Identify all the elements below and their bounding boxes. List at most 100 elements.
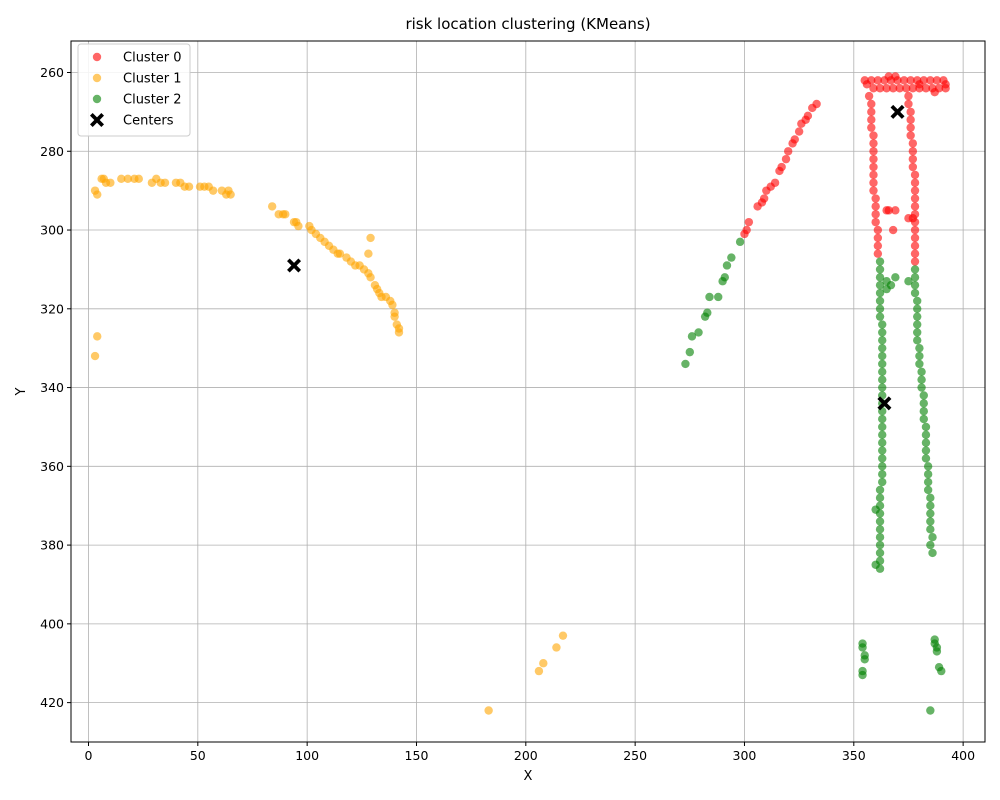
point-cluster-2 xyxy=(928,533,937,542)
point-cluster-2 xyxy=(921,430,931,440)
point-cluster-2 xyxy=(926,501,935,510)
point-cluster-2 xyxy=(875,273,885,282)
grid-lines xyxy=(71,41,985,742)
point-cluster-0 xyxy=(915,80,924,89)
point-cluster-2 xyxy=(878,438,887,447)
point-cluster-2 xyxy=(878,375,887,384)
y-tick-label: 260 xyxy=(40,65,64,80)
point-cluster-0 xyxy=(797,119,806,128)
point-cluster-2 xyxy=(913,296,922,306)
point-cluster-0 xyxy=(869,131,878,140)
point-cluster-2 xyxy=(930,635,939,644)
point-cluster-0 xyxy=(808,103,817,113)
point-cluster-0 xyxy=(908,84,918,93)
point-cluster-2 xyxy=(915,351,924,361)
point-cluster-0 xyxy=(867,115,876,124)
point-cluster-0 xyxy=(899,76,909,85)
point-cluster-0 xyxy=(871,202,880,211)
point-cluster-0 xyxy=(882,84,891,93)
point-cluster-2 xyxy=(875,485,885,495)
point-cluster-0 xyxy=(910,225,920,235)
legend-label: Cluster 1 xyxy=(123,72,182,87)
point-cluster-0 xyxy=(869,139,878,148)
point-cluster-0 xyxy=(904,99,913,109)
y-tick-label: 340 xyxy=(40,380,64,395)
point-cluster-0 xyxy=(888,84,898,93)
point-cluster-0 xyxy=(869,170,878,180)
point-cluster-2 xyxy=(875,280,885,290)
point-cluster-1 xyxy=(123,174,133,184)
point-cluster-2 xyxy=(913,328,922,337)
point-cluster-2 xyxy=(910,280,920,290)
point-cluster-2 xyxy=(917,367,926,377)
point-cluster-2 xyxy=(878,359,887,369)
point-cluster-0 xyxy=(906,76,915,85)
point-cluster-2 xyxy=(910,273,920,282)
point-cluster-2 xyxy=(878,430,887,440)
point-cluster-2 xyxy=(878,422,887,432)
point-cluster-0 xyxy=(869,178,878,187)
point-cluster-2 xyxy=(878,477,887,487)
point-cluster-1 xyxy=(294,221,303,231)
point-cluster-1 xyxy=(208,186,218,195)
point-cluster-0 xyxy=(775,166,784,176)
point-cluster-0 xyxy=(910,233,920,243)
chart-title: risk location clustering (KMeans) xyxy=(405,15,650,33)
point-cluster-0 xyxy=(884,206,893,215)
point-cluster-0 xyxy=(891,72,900,81)
point-cluster-2 xyxy=(926,493,935,503)
point-cluster-2 xyxy=(891,273,900,282)
point-cluster-1 xyxy=(388,300,397,310)
point-cluster-0 xyxy=(932,76,942,85)
point-cluster-0 xyxy=(873,76,883,85)
point-cluster-2 xyxy=(687,332,697,341)
point-cluster-2 xyxy=(878,343,887,353)
point-cluster-2 xyxy=(919,406,928,416)
point-cluster-2 xyxy=(926,706,935,715)
point-cluster-2 xyxy=(694,328,703,337)
point-cluster-2 xyxy=(878,414,887,424)
point-cluster-0 xyxy=(910,202,920,211)
point-cluster-2 xyxy=(878,470,887,479)
point-cluster-2 xyxy=(921,438,931,447)
x-axis-label: X xyxy=(524,769,533,784)
point-cluster-2 xyxy=(700,312,710,321)
point-cluster-2 xyxy=(923,485,933,495)
point-cluster-0 xyxy=(788,139,797,148)
point-cluster-2 xyxy=(923,477,933,487)
point-cluster-0 xyxy=(869,147,878,156)
point-cluster-2 xyxy=(878,336,887,345)
legend-label: Cluster 0 xyxy=(123,51,182,66)
point-cluster-0 xyxy=(875,84,885,93)
point-cluster-0 xyxy=(869,186,878,195)
point-cluster-2 xyxy=(926,525,935,534)
x-tick-label: 400 xyxy=(951,748,975,763)
point-cluster-2 xyxy=(919,391,928,400)
point-cluster-1 xyxy=(134,174,143,184)
point-cluster-2 xyxy=(875,312,885,321)
y-tick-label: 280 xyxy=(40,144,64,159)
cluster-centers xyxy=(287,104,905,411)
point-cluster-0 xyxy=(908,214,918,223)
point-cluster-2 xyxy=(875,525,885,534)
point-cluster-2 xyxy=(878,462,887,471)
point-cluster-0 xyxy=(910,194,920,203)
point-cluster-2 xyxy=(917,375,926,384)
point-cluster-2 xyxy=(878,351,887,361)
point-cluster-2 xyxy=(727,253,736,262)
point-cluster-0 xyxy=(862,80,872,89)
point-cluster-0 xyxy=(871,217,880,227)
point-cluster-0 xyxy=(781,154,791,164)
point-cluster-2 xyxy=(705,292,714,302)
point-cluster-0 xyxy=(930,87,939,97)
point-cluster-1 xyxy=(93,332,102,341)
point-cluster-1 xyxy=(484,706,493,715)
point-cluster-2 xyxy=(921,454,931,463)
point-cluster-0 xyxy=(867,123,876,132)
point-cluster-0 xyxy=(910,241,920,250)
point-cluster-0 xyxy=(910,257,920,266)
legend-label: Cluster 2 xyxy=(123,93,182,108)
point-cluster-0 xyxy=(906,123,915,132)
point-cluster-0 xyxy=(867,107,876,117)
